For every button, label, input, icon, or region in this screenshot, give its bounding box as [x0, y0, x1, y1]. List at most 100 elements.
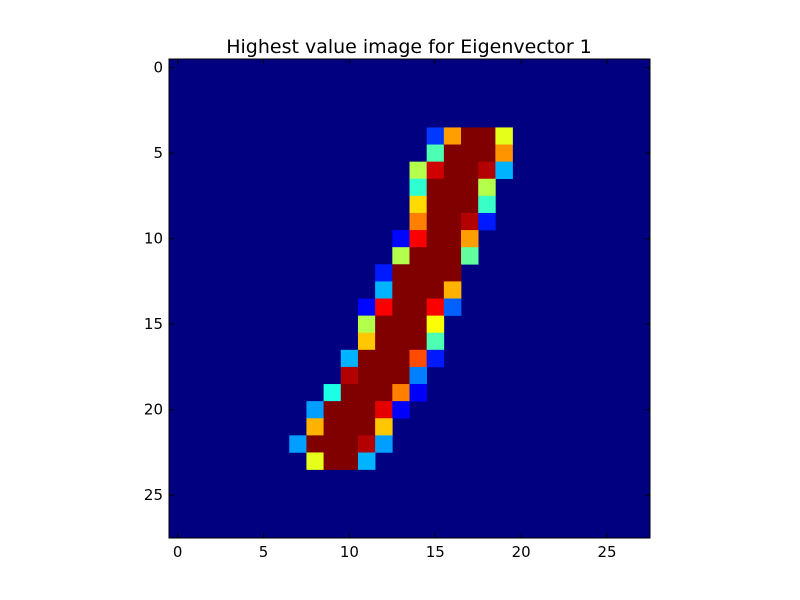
heatmap-cell — [392, 281, 410, 299]
heatmap-cell — [443, 264, 462, 282]
heatmap-cells — [169, 59, 650, 538]
heatmap-cell — [409, 212, 427, 231]
heatmap-cell — [478, 127, 496, 145]
x-tick-label: 20 — [512, 543, 531, 561]
heatmap-cell — [357, 435, 376, 453]
heatmap-cell — [443, 161, 462, 180]
heatmap-cell — [375, 281, 393, 299]
heatmap-cell — [357, 366, 376, 385]
heatmap-cell — [478, 161, 496, 180]
heatmap-cell — [443, 195, 462, 214]
x-tick-label: 0 — [173, 543, 183, 561]
y-axis-ticks: 0 5 10 15 20 25 — [144, 59, 650, 504]
heatmap-cell — [375, 384, 393, 402]
heatmap-cell — [340, 349, 359, 368]
heatmap-cell — [306, 418, 324, 436]
heatmap-cell — [409, 349, 427, 368]
heatmap-cell — [461, 178, 479, 197]
heatmap-cell — [443, 230, 462, 248]
y-tick-label: 20 — [144, 401, 163, 419]
heatmap-cell — [306, 452, 324, 470]
heatmap-cell — [375, 366, 393, 385]
heatmap-cell — [357, 418, 376, 436]
heatmap-cell — [392, 384, 410, 402]
heatmap-cell — [443, 178, 462, 197]
x-tick-label: 25 — [598, 543, 617, 561]
heatmap-cell — [426, 230, 445, 248]
y-tick-label: 0 — [153, 59, 163, 77]
heatmap-cell — [426, 127, 445, 145]
heatmap-cell — [375, 298, 393, 316]
heatmap-cell — [443, 247, 462, 265]
heatmap-cell — [461, 144, 479, 162]
heatmap-cell — [289, 435, 307, 453]
heatmap-cell — [409, 281, 427, 299]
heatmap-cell — [340, 452, 359, 470]
heatmap-cell — [357, 332, 376, 351]
heatmap-cell — [426, 315, 445, 334]
heatmap-cell — [495, 144, 513, 162]
heatmap-cell — [409, 264, 427, 282]
heatmap-cell — [357, 384, 376, 402]
heatmap-cell — [306, 435, 324, 453]
heatmap-cell — [478, 212, 496, 231]
heatmap-cell — [392, 298, 410, 316]
heatmap-cell — [340, 384, 359, 402]
heatmap-cell — [443, 127, 462, 145]
heatmap-cell — [392, 230, 410, 248]
heatmap-cell — [392, 247, 410, 265]
heatmap-cell — [340, 435, 359, 453]
heatmap-cell — [495, 127, 513, 145]
y-tick-label: 5 — [153, 144, 163, 162]
heatmap-cell — [392, 264, 410, 282]
heatmap-cell — [409, 247, 427, 265]
heatmap-cell — [409, 161, 427, 180]
heatmap-cell — [357, 349, 376, 368]
heatmap-cell — [426, 281, 445, 299]
heatmap-cell — [478, 195, 496, 214]
heatmap-cell — [409, 366, 427, 385]
heatmap-cell — [426, 332, 445, 351]
heatmap-cell — [375, 418, 393, 436]
heatmap-cell — [392, 332, 410, 351]
heatmap-cell — [375, 264, 393, 282]
heatmap-cell — [443, 298, 462, 316]
x-tick-label: 5 — [259, 543, 269, 561]
y-tick-label: 25 — [144, 486, 163, 504]
heatmap-cell — [426, 212, 445, 231]
heatmap-cell — [426, 247, 445, 265]
heatmap-cell — [409, 332, 427, 351]
heatmap-cell — [340, 401, 359, 419]
heatmap-cell — [323, 418, 342, 436]
heatmap-cell — [443, 144, 462, 162]
heatmap-cell — [392, 401, 410, 419]
heatmap-cell — [426, 178, 445, 197]
y-tick-label: 15 — [144, 315, 163, 333]
heatmap-cell — [443, 281, 462, 299]
heatmap-cell — [375, 332, 393, 351]
heatmap-cell — [392, 366, 410, 385]
heatmap-cell — [340, 366, 359, 385]
heatmap-cell — [375, 435, 393, 453]
heatmap-cell — [357, 298, 376, 316]
heatmap-cell — [461, 161, 479, 180]
heatmap-cell — [478, 178, 496, 197]
heatmap-cell — [409, 298, 427, 316]
heatmap-cell — [323, 384, 342, 402]
heatmap-cell — [461, 195, 479, 214]
heatmap-cell — [357, 315, 376, 334]
heatmap-cell — [323, 401, 342, 419]
x-axis-ticks: 0 5 10 15 20 25 — [173, 59, 617, 561]
heatmap-cell — [478, 144, 496, 162]
heatmap-cell — [409, 195, 427, 214]
heatmap-cell — [409, 315, 427, 334]
heatmap-cell — [392, 349, 410, 368]
heatmap-cell — [461, 212, 479, 231]
heatmap-cell — [409, 178, 427, 197]
heatmap-cell — [340, 418, 359, 436]
heatmap-cell — [495, 161, 513, 180]
heatmap-cell — [443, 212, 462, 231]
heatmap-cell — [461, 230, 479, 248]
heatmap-cell — [461, 247, 479, 265]
